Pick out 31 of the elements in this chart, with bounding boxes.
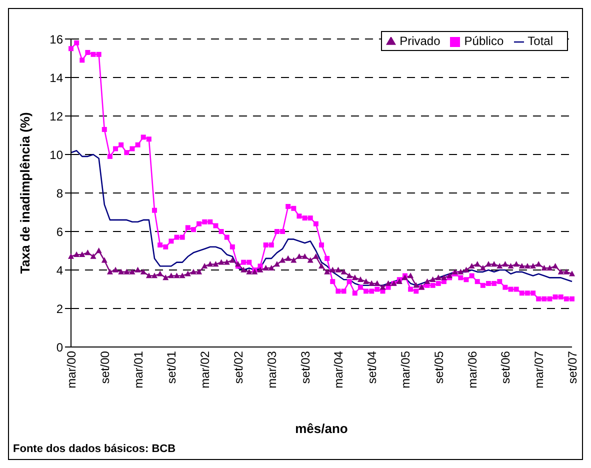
x-tick-label: set/05 [432,350,446,384]
source-note: Fonte dos dados básicos: BCB [13,443,176,455]
x-tick-label: mar/06 [465,350,480,388]
y-tick-label: 6 [56,224,64,239]
x-axis-title: mês/ano [295,421,348,436]
x-tick-label: set/03 [298,350,312,384]
y-axis-title: Taxa de inadimplência (%) [18,112,33,274]
x-tick-label: set/04 [365,350,380,384]
x-tick-label: mar/00 [64,350,79,388]
y-tick-label: 0 [56,340,64,354]
y-tick-label: 12 [50,109,64,124]
y-tick-label: 2 [56,302,64,316]
x-tick-label: mar/05 [398,350,413,388]
x-tick-label: mar/01 [131,350,146,388]
x-tick-label: mar/03 [264,350,279,388]
y-tick-label: 4 [56,263,64,278]
legend-label: Público [464,34,504,48]
y-tick-label: 8 [56,186,64,200]
x-tick-label: set/07 [566,350,580,384]
x-tick-label: mar/04 [332,350,346,388]
y-tick-label: 14 [50,70,64,85]
y-tick-label: 10 [50,148,64,162]
legend-label: Total [528,34,553,48]
x-tick-label: set/00 [98,350,112,384]
x-tick-label: set/02 [232,350,246,384]
x-tick-label: mar/02 [198,350,212,388]
x-tick-label: set/06 [498,350,513,384]
y-tick-label: 16 [50,32,64,46]
x-tick-label: set/01 [164,350,179,384]
legend-label: Privado [400,34,440,48]
x-tick-label: mar/07 [532,350,546,388]
